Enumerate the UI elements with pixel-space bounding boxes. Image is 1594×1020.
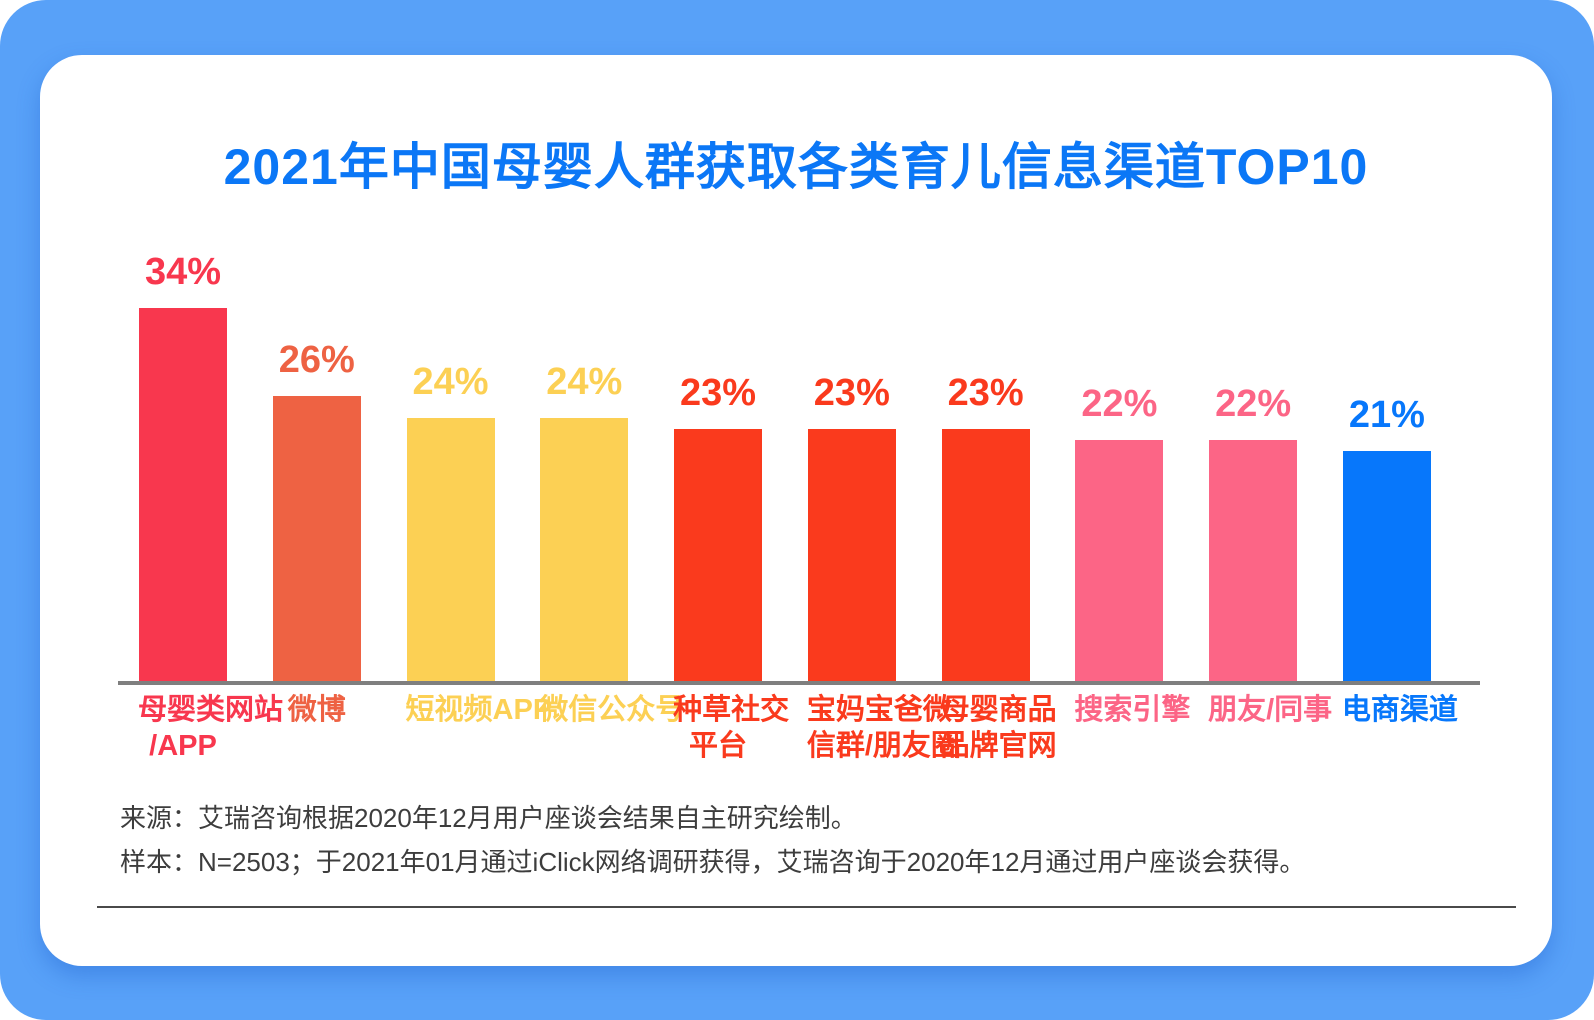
bar-value-label: 23% (813, 372, 890, 414)
bar-category-label: 短视频APP (405, 694, 553, 726)
bar-column: 24% (539, 361, 629, 682)
bar (272, 396, 361, 682)
bar (540, 418, 629, 682)
bar-column: 21% (1342, 394, 1432, 682)
bar-category-label: 母婴类网站 /APP (138, 694, 284, 762)
footer-notes: 来源：艾瑞咨询根据2020年12月用户座谈会结果自主研究绘制。 样本：N=250… (120, 803, 1492, 891)
bar-value-label: 34% (144, 251, 222, 293)
source-note: 来源：艾瑞咨询根据2020年12月用户座谈会结果自主研究绘制。 (120, 803, 857, 833)
bar-column: 23% (941, 372, 1031, 682)
bar (1209, 440, 1298, 682)
bar-column: 23% (673, 372, 763, 682)
bar-value-label: 22% (1081, 383, 1158, 425)
bar (1342, 451, 1431, 682)
bar-column: 22% (1074, 383, 1164, 682)
bar-value-label: 23% (680, 372, 757, 414)
x-axis-line (118, 681, 1480, 685)
bar-category-label: 微博 (287, 694, 346, 726)
bar-value-label: 22% (1215, 383, 1292, 425)
bar-category-label: 微信公众号 (539, 694, 685, 726)
footer-divider (97, 906, 1516, 908)
bar-value-label: 23% (947, 372, 1024, 414)
bar-category-label: 朋友/同事 (1208, 694, 1333, 726)
bar-column: 24% (406, 361, 496, 682)
bar-column: 22% (1208, 383, 1298, 682)
bar-value-label: 24% (546, 361, 623, 403)
bar (674, 429, 763, 682)
sample-note: 样本：N=2503；于2021年01月通过iClick网络调研获得，艾瑞咨询于2… (120, 847, 1306, 877)
bar-category-label: 搜索引擎 (1074, 694, 1191, 726)
category-labels-row: 母婴类网站 /APP 微博 短视频APP 微信公众号 种草社交 平台 宝妈宝爸微 信群/朋… (118, 692, 1480, 764)
bar (406, 418, 495, 682)
bar (941, 429, 1030, 682)
chart-title: 2021年中国母婴人群获取各类育儿信息渠道TOP10 (223, 139, 1369, 195)
bar-chart-plot: 34% 26% 24% 24% 23% 23% 23% 22% 22% 21% (118, 242, 1480, 685)
bar-value-label: 24% (412, 361, 489, 403)
bar (139, 308, 227, 682)
bar-category-label: 种草社交 平台 (673, 694, 790, 762)
bar-category-label: 母婴商品 品牌官网 (940, 694, 1057, 762)
bar-column: 34% (138, 251, 228, 682)
bar-category-label: 宝妈宝爸微 信群/朋友圈 (806, 694, 960, 762)
bar (1075, 440, 1164, 682)
bar-column: 26% (272, 339, 362, 682)
bar-value-label: 26% (278, 339, 355, 381)
bar-value-label: 21% (1348, 394, 1425, 436)
bar-category-label: 电商渠道 (1341, 694, 1458, 726)
bar (807, 429, 896, 682)
chart-card: 2021年中国母婴人群获取各类育儿信息渠道TOP10 34% 26% 24% 24% 2… (40, 55, 1552, 966)
bar-column: 23% (807, 372, 897, 682)
